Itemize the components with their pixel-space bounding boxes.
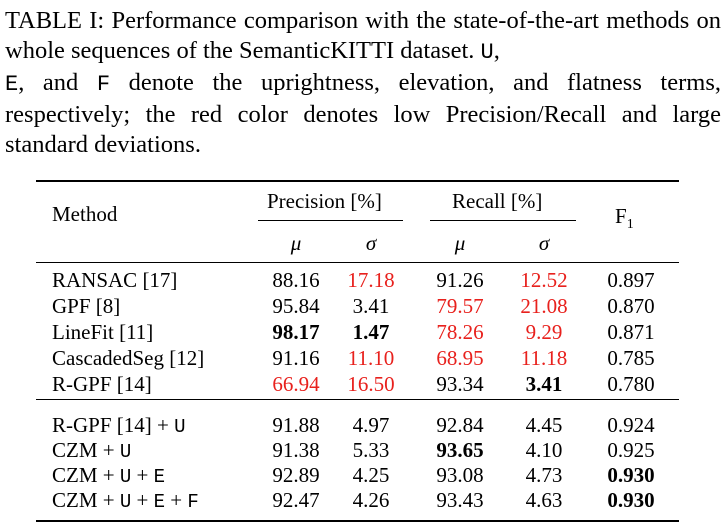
row-recall-mu: 93.65 xyxy=(436,438,484,462)
caption-mid: , and xyxy=(18,69,97,96)
header-method: Method xyxy=(52,202,118,226)
row-precision-mu: 91.16 xyxy=(272,346,320,370)
row-method: CZM + U xyxy=(52,438,132,463)
row-precision-mu: 91.88 xyxy=(272,413,320,437)
row-recall-sigma: 12.52 xyxy=(520,268,568,292)
row-recall-mu: 91.26 xyxy=(436,268,484,292)
row-method: CZM + U + E xyxy=(52,463,166,488)
row-f1: 0.930 xyxy=(607,488,655,512)
row-recall-sigma: 4.63 xyxy=(525,488,563,512)
row-recall-sigma: 21.08 xyxy=(520,294,568,318)
row-recall-mu: 93.43 xyxy=(436,488,484,512)
group-separator-rule xyxy=(36,399,679,400)
table-bottom-rule xyxy=(36,520,679,522)
row-precision-sigma: 4.26 xyxy=(352,488,390,512)
row-precision-sigma: 16.50 xyxy=(347,372,395,396)
header-precision-sigma: σ xyxy=(365,231,377,255)
row-method: R-GPF [14] xyxy=(52,372,152,396)
caption-sep: , xyxy=(493,37,500,64)
row-precision-mu: 91.38 xyxy=(272,438,320,462)
row-method: LineFit [11] xyxy=(52,320,154,344)
row-f1: 0.780 xyxy=(607,372,655,396)
caption-term-f: F xyxy=(96,72,111,97)
row-recall-mu: 92.84 xyxy=(436,413,484,437)
caption-prefix: TABLE I: Performance comparison with the… xyxy=(5,7,721,64)
row-precision-sigma: 4.25 xyxy=(352,463,390,487)
row-precision-sigma: 1.47 xyxy=(352,320,390,344)
header-precision: Precision [%] xyxy=(267,189,382,213)
row-method: CZM + U + E + F xyxy=(52,488,199,513)
header-recall-mu: μ xyxy=(454,231,466,255)
caption-term-u: U xyxy=(480,40,494,65)
row-f1: 0.924 xyxy=(607,413,655,437)
caption-suffix: denote the uprightness, elevation, and f… xyxy=(5,69,721,158)
row-precision-sigma: 5.33 xyxy=(352,438,390,462)
precision-group-rule xyxy=(258,220,403,221)
table-top-rule xyxy=(36,180,679,182)
table-caption: TABLE I: Performance comparison with the… xyxy=(5,6,721,160)
row-f1: 0.925 xyxy=(607,438,655,462)
header-precision-mu: μ xyxy=(290,231,302,255)
row-precision-mu: 92.47 xyxy=(272,488,320,512)
row-precision-sigma: 11.10 xyxy=(347,346,395,370)
row-precision-mu: 98.17 xyxy=(272,320,320,344)
row-f1: 0.871 xyxy=(607,320,655,344)
row-precision-sigma: 3.41 xyxy=(352,294,390,318)
row-method: R-GPF [14] + U xyxy=(52,413,186,438)
row-f1: 0.870 xyxy=(607,294,655,318)
row-precision-mu: 66.94 xyxy=(272,372,320,396)
row-precision-sigma: 17.18 xyxy=(347,268,395,292)
row-method: CascadedSeg [12] xyxy=(52,346,205,370)
row-recall-sigma: 4.73 xyxy=(525,463,563,487)
row-recall-mu: 93.08 xyxy=(436,463,484,487)
row-precision-mu: 95.84 xyxy=(272,294,320,318)
row-recall-sigma: 3.41 xyxy=(525,372,563,396)
header-f1: F1 xyxy=(615,204,634,233)
recall-group-rule xyxy=(430,220,576,221)
row-precision-sigma: 4.97 xyxy=(352,413,390,437)
caption-term-e: E xyxy=(5,72,19,97)
row-recall-mu: 78.26 xyxy=(436,320,484,344)
header-rule xyxy=(36,262,679,263)
row-recall-mu: 68.95 xyxy=(436,346,484,370)
row-method: RANSAC [17] xyxy=(52,268,178,292)
row-recall-sigma: 4.10 xyxy=(525,438,563,462)
header-recall: Recall [%] xyxy=(452,189,543,213)
row-f1: 0.897 xyxy=(607,268,655,292)
row-recall-sigma: 4.45 xyxy=(525,413,563,437)
row-precision-mu: 88.16 xyxy=(272,268,320,292)
header-recall-sigma: σ xyxy=(538,231,550,255)
row-recall-sigma: 9.29 xyxy=(525,320,563,344)
row-precision-mu: 92.89 xyxy=(272,463,320,487)
row-recall-mu: 93.34 xyxy=(436,372,484,396)
row-f1: 0.930 xyxy=(607,463,655,487)
row-f1: 0.785 xyxy=(607,346,655,370)
row-method: GPF [8] xyxy=(52,294,121,318)
row-recall-mu: 79.57 xyxy=(436,294,484,318)
row-recall-sigma: 11.18 xyxy=(520,346,568,370)
